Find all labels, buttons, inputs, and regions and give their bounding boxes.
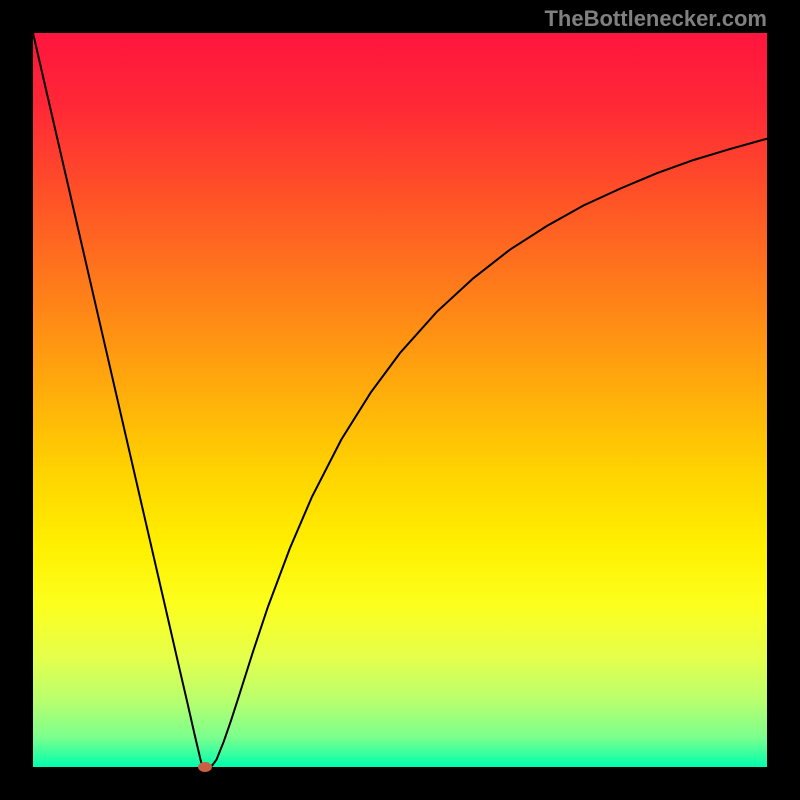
watermark-text: TheBottlenecker.com	[544, 6, 767, 32]
optimal-point-marker	[198, 762, 212, 772]
plot-area	[33, 33, 767, 767]
curve-layer	[33, 33, 767, 767]
chart-container: TheBottlenecker.com	[0, 0, 800, 800]
bottleneck-curve	[33, 33, 767, 767]
